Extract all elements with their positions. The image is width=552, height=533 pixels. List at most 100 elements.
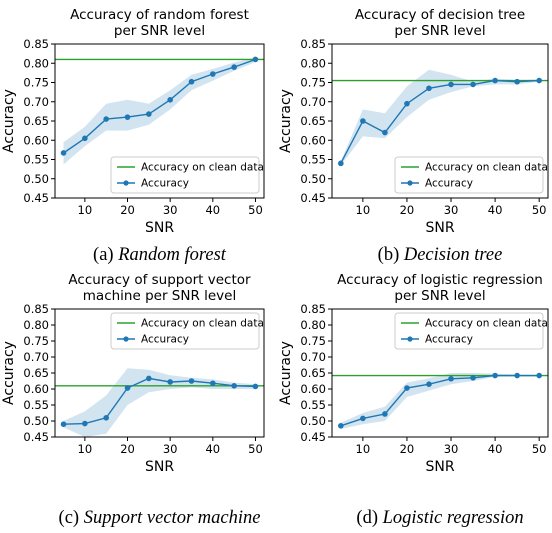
accuracy-point-snr-10 (82, 420, 88, 427)
accuracy-point-snr-45 (231, 383, 237, 389)
y-tick-label: 0.65 (23, 366, 49, 380)
y-tick-label: 0.75 (300, 334, 326, 348)
caption-prefix: (d) (356, 508, 382, 528)
x-tick-label: 10 (78, 203, 93, 217)
legend-label-accuracy: Accuracy (425, 334, 473, 346)
x-tick-label: 50 (248, 442, 263, 456)
y-tick-label: 0.45 (300, 191, 326, 205)
x-axis-label: SNR (425, 459, 454, 475)
accuracy-line (63, 58, 256, 154)
caption-title: Support vector machine (84, 508, 261, 528)
subfigure-caption: (d) Logistic regression (356, 508, 523, 528)
accuracy-point-snr-10 (360, 118, 366, 124)
x-tick-label: 30 (444, 442, 459, 456)
legend: Accuracy on clean data Accuracy (394, 312, 548, 350)
accuracy-point-snr-50 (536, 372, 542, 379)
x-tick-label: 10 (78, 442, 93, 456)
accuracy-point-snr-5 (338, 160, 344, 167)
legend-box (110, 312, 260, 350)
y-tick-label: 0.45 (23, 430, 49, 444)
x-axis-label: SNR (145, 220, 174, 236)
y-tick-label: 0.60 (23, 382, 49, 396)
caption-prefix: (c) (59, 508, 84, 528)
legend-label-accuracy: Accuracy (141, 178, 189, 190)
accuracy-point-snr-15 (103, 415, 109, 421)
chart-title-line2: per SNR level (394, 23, 485, 39)
accuracy-point-snr-35 (470, 375, 476, 381)
x-tick-label: 20 (120, 203, 135, 217)
accuracy-point-snr-35 (188, 378, 195, 384)
accuracy-point-snr-10 (360, 415, 366, 422)
y-tick-label: 0.60 (300, 382, 326, 396)
subfigure-caption: (a) Random forest (93, 245, 227, 265)
accuracy-point-snr-25 (426, 85, 432, 92)
y-tick-label: 0.65 (300, 114, 326, 128)
accuracy-point-snr-40 (210, 380, 216, 387)
y-tick-label: 0.85 (300, 37, 326, 51)
y-tick-label: 0.85 (23, 302, 49, 316)
y-axis-label: Accuracy (1, 341, 17, 405)
accuracy-point-snr-20 (404, 385, 410, 391)
x-tick-label: 50 (248, 203, 263, 217)
accuracy-point-snr-20 (404, 100, 410, 107)
x-tick-label: 50 (532, 442, 547, 456)
y-tick-label: 0.60 (300, 133, 326, 147)
accuracy-point-snr-50 (252, 56, 259, 63)
x-tick-label: 10 (356, 203, 371, 217)
legend-marker-accuracy (407, 180, 413, 186)
accuracy-point-snr-25 (426, 381, 432, 388)
x-tick-label: 40 (488, 442, 503, 456)
y-tick-label: 0.70 (23, 95, 49, 109)
caption-prefix: (a) (93, 245, 118, 265)
y-tick-label: 0.65 (23, 114, 49, 128)
caption-prefix: (b) (378, 245, 404, 265)
accuracy-point-snr-40 (492, 77, 498, 84)
accuracy-point-snr-20 (124, 114, 131, 120)
accuracy-point-snr-40 (210, 71, 216, 77)
accuracy-point-snr-35 (188, 78, 195, 85)
y-tick-label: 0.70 (23, 350, 49, 364)
x-tick-label: 20 (120, 442, 135, 456)
x-tick-label: 30 (163, 203, 178, 217)
y-axis-label: Accuracy (278, 89, 294, 153)
accuracy-point-snr-5 (60, 421, 67, 428)
y-tick-label: 0.70 (300, 350, 326, 364)
confidence-band (63, 57, 256, 165)
subfigure-caption: (b) Decision tree (378, 245, 503, 265)
legend: Accuracy on clean data Accuracy (110, 312, 264, 350)
chart-title-line2: per SNR level (394, 288, 485, 304)
x-tick-label: 20 (400, 203, 415, 217)
legend-label-clean: Accuracy on clean data (425, 318, 548, 330)
accuracy-point-snr-50 (252, 383, 259, 390)
y-tick-label: 0.50 (300, 172, 326, 186)
legend-label-clean: Accuracy on clean data (141, 318, 264, 330)
accuracy-point-snr-20 (124, 385, 131, 391)
legend-marker-accuracy (123, 336, 129, 342)
chart-title-line2: machine per SNR level (83, 288, 236, 304)
accuracy-point-snr-15 (103, 116, 109, 122)
accuracy-point-snr-30 (167, 379, 173, 385)
legend: Accuracy on clean data Accuracy (394, 156, 548, 194)
y-tick-label: 0.50 (23, 414, 49, 428)
y-axis-label: Accuracy (1, 89, 17, 153)
accuracy-point-snr-30 (448, 81, 454, 88)
legend-label-clean: Accuracy on clean data (141, 162, 264, 174)
legend-box (394, 156, 544, 194)
accuracy-line (340, 79, 540, 164)
y-tick-label: 0.55 (300, 398, 326, 412)
y-tick-label: 0.75 (300, 76, 326, 90)
subfigure-caption: (c) Support vector machine (59, 508, 261, 528)
caption-title: Decision tree (403, 245, 502, 265)
accuracy-point-snr-45 (514, 372, 520, 379)
accuracy-point-snr-25 (146, 111, 152, 117)
y-tick-label: 0.70 (300, 95, 326, 109)
accuracy-point-snr-30 (448, 375, 454, 382)
chart-title-line1: Accuracy of decision tree (355, 7, 525, 23)
x-tick-label: 50 (532, 203, 547, 217)
legend: Accuracy on clean data Accuracy (110, 156, 264, 194)
x-tick-label: 30 (444, 203, 459, 217)
accuracy-point-snr-5 (60, 150, 67, 156)
x-tick-label: 40 (488, 203, 503, 217)
